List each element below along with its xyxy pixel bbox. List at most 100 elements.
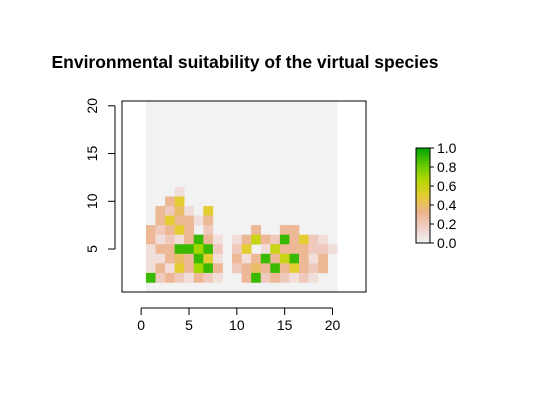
raster-cell [279,263,290,274]
legend-color-step [416,154,430,157]
raster-cell [241,263,252,274]
raster-cell [145,244,156,255]
raster-cell [174,234,185,245]
raster-cell [279,272,290,283]
raster-cell [184,234,195,245]
legend-color-step [416,205,430,207]
legend-color-step [416,224,430,226]
legend-color-step [416,238,430,241]
raster-cell [308,234,319,245]
legend-tick-label: 0.2 [437,216,457,232]
raster-cell [203,244,214,255]
raster-cell [289,263,300,274]
raster-cell [327,244,338,255]
legend-color-step [416,211,430,214]
raster-cell [165,215,175,226]
raster-cell [184,244,195,255]
raster-cell [279,244,290,255]
raster-cell [299,272,309,283]
raster-cell [232,244,242,255]
plot-area: 0 5 10 15 20 5 10 15 20 [84,98,367,333]
raster-cell [232,234,242,245]
raster-cell [279,225,290,235]
raster-cell [299,263,309,274]
raster-cell [184,272,195,283]
raster-cell [155,244,166,255]
raster-cell [145,234,156,245]
legend-color-step [416,236,430,239]
legend-color-step [416,151,430,154]
raster-cell [203,272,214,283]
raster-cell [241,272,252,283]
raster-cell [318,244,329,255]
raster-cell [203,206,214,216]
raster-cell [279,234,290,245]
legend-color-step [416,197,430,200]
legend-color-step [416,219,430,222]
legend-color-step [416,203,430,206]
legend-color-step [416,217,430,220]
raster-cell [289,225,300,235]
raster-cell [212,253,223,264]
raster-cell [270,263,281,274]
raster-cell [260,244,271,255]
raster-cell [174,215,185,226]
raster-cell [184,215,195,226]
raster-cell [270,244,281,255]
raster-cell [203,215,214,226]
suitability-raster [145,101,338,292]
raster-cell [251,272,262,283]
legend-color-step [416,227,430,230]
raster-cell [193,234,204,245]
color-legend: 0.0 0.2 0.4 0.6 0.8 1.0 [415,140,457,251]
raster-cell [260,253,271,264]
raster-cell [145,272,156,283]
raster-cell [251,234,262,245]
legend-color-step [416,222,430,225]
x-tick-label: 20 [325,317,341,333]
x-axis: 0 5 10 15 20 [137,307,341,333]
raster-cell [270,272,281,283]
raster-cell [270,253,281,264]
legend-color-step [416,187,430,190]
legend-tick-label: 0.4 [437,197,457,213]
raster-cell [174,225,185,235]
raster-cell [174,196,185,207]
raster-cell [184,206,195,216]
legend-color-step [416,159,430,162]
legend-color-step [416,181,430,184]
legend-color-step [416,149,430,152]
raster-cell [193,263,204,274]
raster-cell [193,253,204,264]
raster-cell [155,263,166,274]
raster-cell [289,272,300,283]
legend-color-step [416,231,430,234]
legend-tick-label: 0.0 [437,235,457,251]
raster-cell [174,253,185,264]
legend-color-step [416,209,430,212]
raster-cell [299,244,309,255]
raster-cell [318,253,329,264]
legend-color-step [416,167,430,169]
raster-cell [203,225,214,235]
legend-color-step [416,176,430,179]
raster-cell [318,234,329,245]
legend-color-step [416,162,430,165]
x-tick-label: 5 [185,317,193,333]
raster-cell [145,253,156,264]
raster-cell [155,225,166,235]
legend-color-step [416,216,430,219]
raster-cell [203,253,214,264]
raster-cell [260,272,271,283]
legend-tick-label: 0.8 [437,159,457,175]
legend-color-step [416,190,430,193]
raster-cell [174,263,185,274]
raster-cell [145,263,156,274]
raster-cell [155,234,166,245]
legend-color-step [416,184,430,187]
legend-color-step [416,173,430,176]
legend-tick-label: 0.6 [437,178,457,194]
raster-cell [193,272,204,283]
raster-cell [174,206,185,216]
legend-color-step [416,182,430,185]
